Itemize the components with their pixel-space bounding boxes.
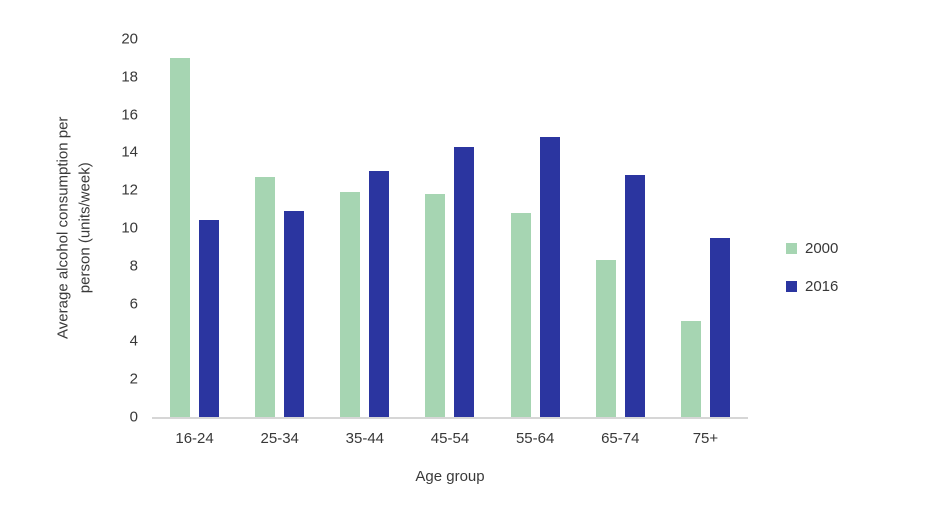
bar-2000-35-44 [340,192,361,417]
legend-item-2016: 2016 [786,277,839,295]
legend: 2000 2016 [786,240,838,316]
bar-2000-16-24 [170,57,191,417]
bar-2016-35-44 [369,171,390,417]
x-tick-label-25-34: 25-34 [260,430,299,447]
bar-group-25-34 [237,39,322,417]
bar-2000-65-74 [595,260,616,417]
x-tick-label-35-44: 35-44 [345,430,385,447]
y-tick-label-6: 6 [129,295,138,313]
x-tick-label-75+: 75+ [692,430,719,447]
bar-group-16-24 [152,39,237,417]
x-tick-label-16-24: 16-24 [175,430,214,447]
legend-swatch-2016 [786,280,797,292]
legend-label-2000: 2000 [805,239,839,257]
y-tick-label-0: 0 [129,408,138,426]
bar-group-45-54 [407,39,492,417]
bar-2016-25-34 [284,211,305,417]
y-tick-label-16: 16 [121,106,138,124]
y-tick-label-8: 8 [129,257,138,275]
y-tick-label-12: 12 [121,181,138,199]
x-tick-label-45-54: 45-54 [430,430,470,447]
legend-item-2000: 2000 [786,239,839,257]
plot-area [152,39,748,419]
bar-2016-45-54 [454,146,475,417]
bar-2016-16-24 [199,220,220,417]
bar-group-75+ [663,39,748,417]
bar-2016-55-64 [539,137,560,417]
bar-2016-75+ [709,237,730,417]
x-tick-label-65-74: 65-74 [601,430,640,447]
bar-2000-75+ [680,320,701,417]
x-tick-label-55-64: 55-64 [515,430,555,447]
y-tick-label-14: 14 [121,143,138,161]
y-tick-label-18: 18 [121,68,138,86]
y-axis-ticks: 20 18 16 14 12 10 8 6 4 2 0 [0,31,138,426]
y-tick-label-20: 20 [121,30,138,48]
bar-2000-45-54 [425,194,446,417]
bar-2000-55-64 [510,212,531,417]
legend-label-2016: 2016 [805,277,839,295]
bar-group-65-74 [578,39,663,417]
y-tick-label-4: 4 [129,332,138,350]
x-axis-title: Age group [415,468,485,485]
bar-group-35-44 [322,39,407,417]
x-axis-labels: 16-24 25-34 35-44 45-54 55-64 65-74 75+ [152,430,748,447]
bar-2000-25-34 [255,177,276,417]
y-tick-label-2: 2 [129,370,138,388]
bar-group-55-64 [493,39,578,417]
bar-2016-65-74 [624,175,645,417]
y-tick-label-10: 10 [121,219,138,237]
legend-swatch-2000 [786,242,797,254]
